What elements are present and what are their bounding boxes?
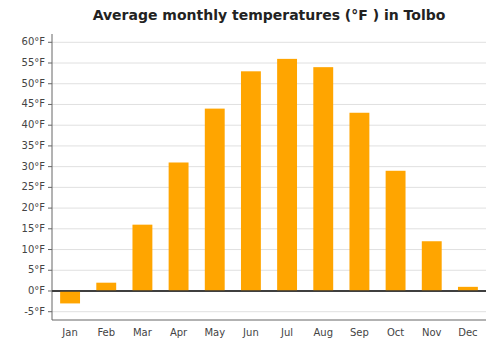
x-tick-label: Apr (170, 327, 188, 338)
x-tick-label: May (204, 327, 225, 338)
y-tick-label: 35°F (22, 140, 46, 151)
y-axis: -5°F 0°F 5°F 10°F 15°F 20°F 25°F 30°F 35°F 40°F 45… (22, 34, 486, 320)
bar (132, 225, 152, 291)
bar (277, 59, 297, 291)
y-tick-label: 5°F (28, 264, 45, 275)
bars (60, 59, 478, 304)
bar (169, 162, 189, 290)
bar (60, 291, 80, 303)
grid-line (52, 83, 486, 84)
chart-container: Average monthly temperatures (°F ) in To… (0, 0, 500, 350)
y-axis-line (52, 34, 53, 320)
grid-line (52, 125, 486, 126)
x-tick-label: Oct (387, 327, 404, 338)
x-tick-label: Jul (280, 327, 293, 338)
x-tick-label: Aug (313, 327, 333, 338)
zero-line (52, 290, 486, 292)
grid-line (52, 270, 486, 271)
y-tick (48, 166, 52, 167)
bar (241, 71, 261, 291)
x-tick-label: Jan (61, 327, 77, 338)
y-tick-label: 0°F (28, 285, 45, 296)
y-tick (48, 249, 52, 250)
y-tick (48, 63, 52, 64)
bar (96, 283, 116, 291)
y-tick-label: 25°F (22, 181, 46, 192)
bar (349, 113, 369, 291)
chart-svg: Average monthly temperatures (°F ) in To… (0, 0, 500, 350)
x-axis-line (52, 320, 486, 321)
x-axis: Jan Feb Mar Apr May Jun Jul Aug Sep Oct Nov Dec (61, 327, 477, 338)
y-tick-label: 60°F (22, 36, 46, 47)
y-tick (48, 104, 52, 105)
grid (52, 42, 486, 311)
y-tick (48, 208, 52, 209)
grid-line (52, 187, 486, 188)
grid-line (52, 145, 486, 146)
y-tick (48, 125, 52, 126)
bar (422, 241, 442, 291)
bar (386, 171, 406, 291)
grid-line (52, 208, 486, 209)
bar (313, 67, 333, 291)
y-tick-label: 55°F (22, 57, 46, 68)
grid-line (52, 166, 486, 167)
y-tick (48, 145, 52, 146)
y-tick-label: 45°F (22, 98, 46, 109)
y-tick (48, 187, 52, 188)
y-tick-label: 50°F (22, 78, 46, 89)
x-tick-label: Jun (242, 327, 259, 338)
y-tick-label: 10°F (22, 244, 46, 255)
grid-line (52, 249, 486, 250)
zero-line (52, 290, 486, 292)
y-tick (48, 311, 52, 312)
y-tick-label: 40°F (22, 119, 46, 130)
x-tick-label: Feb (97, 327, 115, 338)
x-tick-label: Nov (422, 327, 442, 338)
grid-line (52, 228, 486, 229)
x-tick-label: Mar (133, 327, 153, 338)
chart-title: Average monthly temperatures (°F ) in To… (93, 7, 446, 23)
grid-line (52, 311, 486, 312)
y-tick-label: 15°F (22, 223, 46, 234)
y-tick (48, 270, 52, 271)
y-tick-label: -5°F (24, 306, 45, 317)
y-tick (48, 290, 52, 291)
grid-line (52, 104, 486, 105)
x-tick-label: Dec (458, 327, 477, 338)
y-tick-label: 20°F (22, 202, 46, 213)
y-tick-label: 30°F (22, 161, 46, 172)
grid-line (52, 42, 486, 43)
grid-line (52, 63, 486, 64)
y-tick (48, 228, 52, 229)
bar (205, 109, 225, 291)
y-tick (48, 42, 52, 43)
x-tick-label: Sep (350, 327, 369, 338)
y-tick (48, 83, 52, 84)
